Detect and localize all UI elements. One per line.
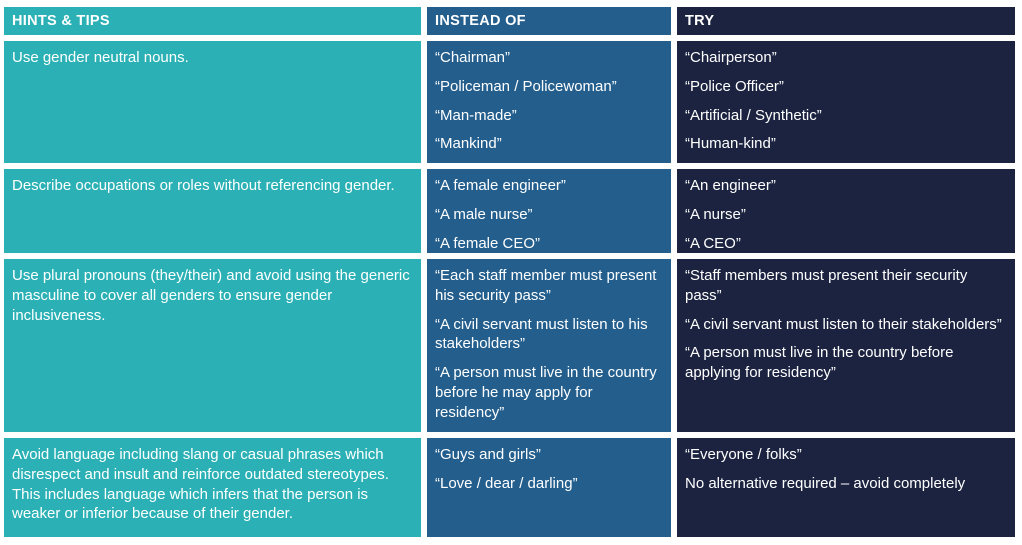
header-cell-hints-tips: HINTS & TIPS	[4, 7, 421, 35]
instead-of-phrase: “Chairman”	[435, 49, 511, 66]
instead-of-cell-row-2: “A female engineer” “A male nurse” “A fe…	[427, 169, 671, 253]
try-phrase: “Everyone / folks”	[685, 446, 802, 463]
instead-of-cell-row-3: “Each staff member must present his secu…	[427, 259, 671, 432]
hint-text: Avoid language including slang or casual…	[12, 446, 389, 523]
header-label-try: TRY	[685, 13, 715, 29]
try-phrase: “Staff members must present their securi…	[685, 267, 968, 304]
try-phrase: “Artificial / Synthetic”	[685, 106, 822, 124]
header-label-hints-tips: HINTS & TIPS	[12, 13, 110, 29]
try-phrase: “Chairperson”	[685, 49, 777, 66]
try-phrase: “A nurse”	[685, 205, 746, 223]
header-cell-try: TRY	[677, 7, 1015, 35]
instead-of-phrase: “Love / dear / darling”	[435, 474, 578, 492]
try-phrase: “An engineer”	[685, 177, 776, 194]
hint-text: Use gender neutral nouns.	[12, 49, 189, 66]
instead-of-phrase: “Each staff member must present his secu…	[435, 267, 657, 304]
try-cell-row-2: “An engineer” “A nurse” “A CEO”	[677, 169, 1015, 253]
try-cell-row-3: “Staff members must present their securi…	[677, 259, 1015, 432]
instead-of-phrase: “Guys and girls”	[435, 446, 541, 463]
try-cell-row-4: “Everyone / folks” No alternative requir…	[677, 438, 1015, 537]
hint-cell-row-2: Describe occupations or roles without re…	[4, 169, 421, 253]
try-phrase: “A CEO”	[685, 234, 741, 252]
hint-text: Use plural pronouns (they/their) and avo…	[12, 267, 410, 324]
instead-of-phrase: “A civil servant must listen to his stak…	[435, 315, 648, 353]
instead-of-phrase: “A male nurse”	[435, 205, 533, 223]
instead-of-phrase: “A female CEO”	[435, 234, 541, 252]
instead-of-phrase: “Policeman / Policewoman”	[435, 77, 617, 95]
instead-of-phrase: “Mankind”	[435, 135, 502, 153]
hint-text: Describe occupations or roles without re…	[12, 177, 395, 194]
try-phrase: “Police Officer”	[685, 77, 784, 95]
try-phrase: “A person must live in the country befor…	[685, 344, 954, 382]
hint-cell-row-4: Avoid language including slang or casual…	[4, 438, 421, 537]
header-label-instead-of: INSTEAD OF	[435, 13, 526, 29]
try-phrase: No alternative required – avoid complete…	[685, 474, 966, 492]
hint-cell-row-1: Use gender neutral nouns.	[4, 41, 421, 163]
instead-of-phrase: “A person must live in the country befor…	[435, 364, 657, 421]
try-phrase: “Human-kind”	[685, 135, 776, 153]
header-cell-instead-of: INSTEAD OF	[427, 7, 671, 35]
instead-of-phrase: “Man-made”	[435, 106, 517, 124]
hint-cell-row-3: Use plural pronouns (they/their) and avo…	[4, 259, 421, 432]
instead-of-cell-row-1: “Chairman” “Policeman / Policewoman” “Ma…	[427, 41, 671, 163]
instead-of-phrase: “A female engineer”	[435, 177, 566, 194]
instead-of-cell-row-4: “Guys and girls” “Love / dear / darling”	[427, 438, 671, 537]
try-phrase: “A civil servant must listen to their st…	[685, 315, 1002, 333]
try-cell-row-1: “Chairperson” “Police Officer” “Artifici…	[677, 41, 1015, 163]
